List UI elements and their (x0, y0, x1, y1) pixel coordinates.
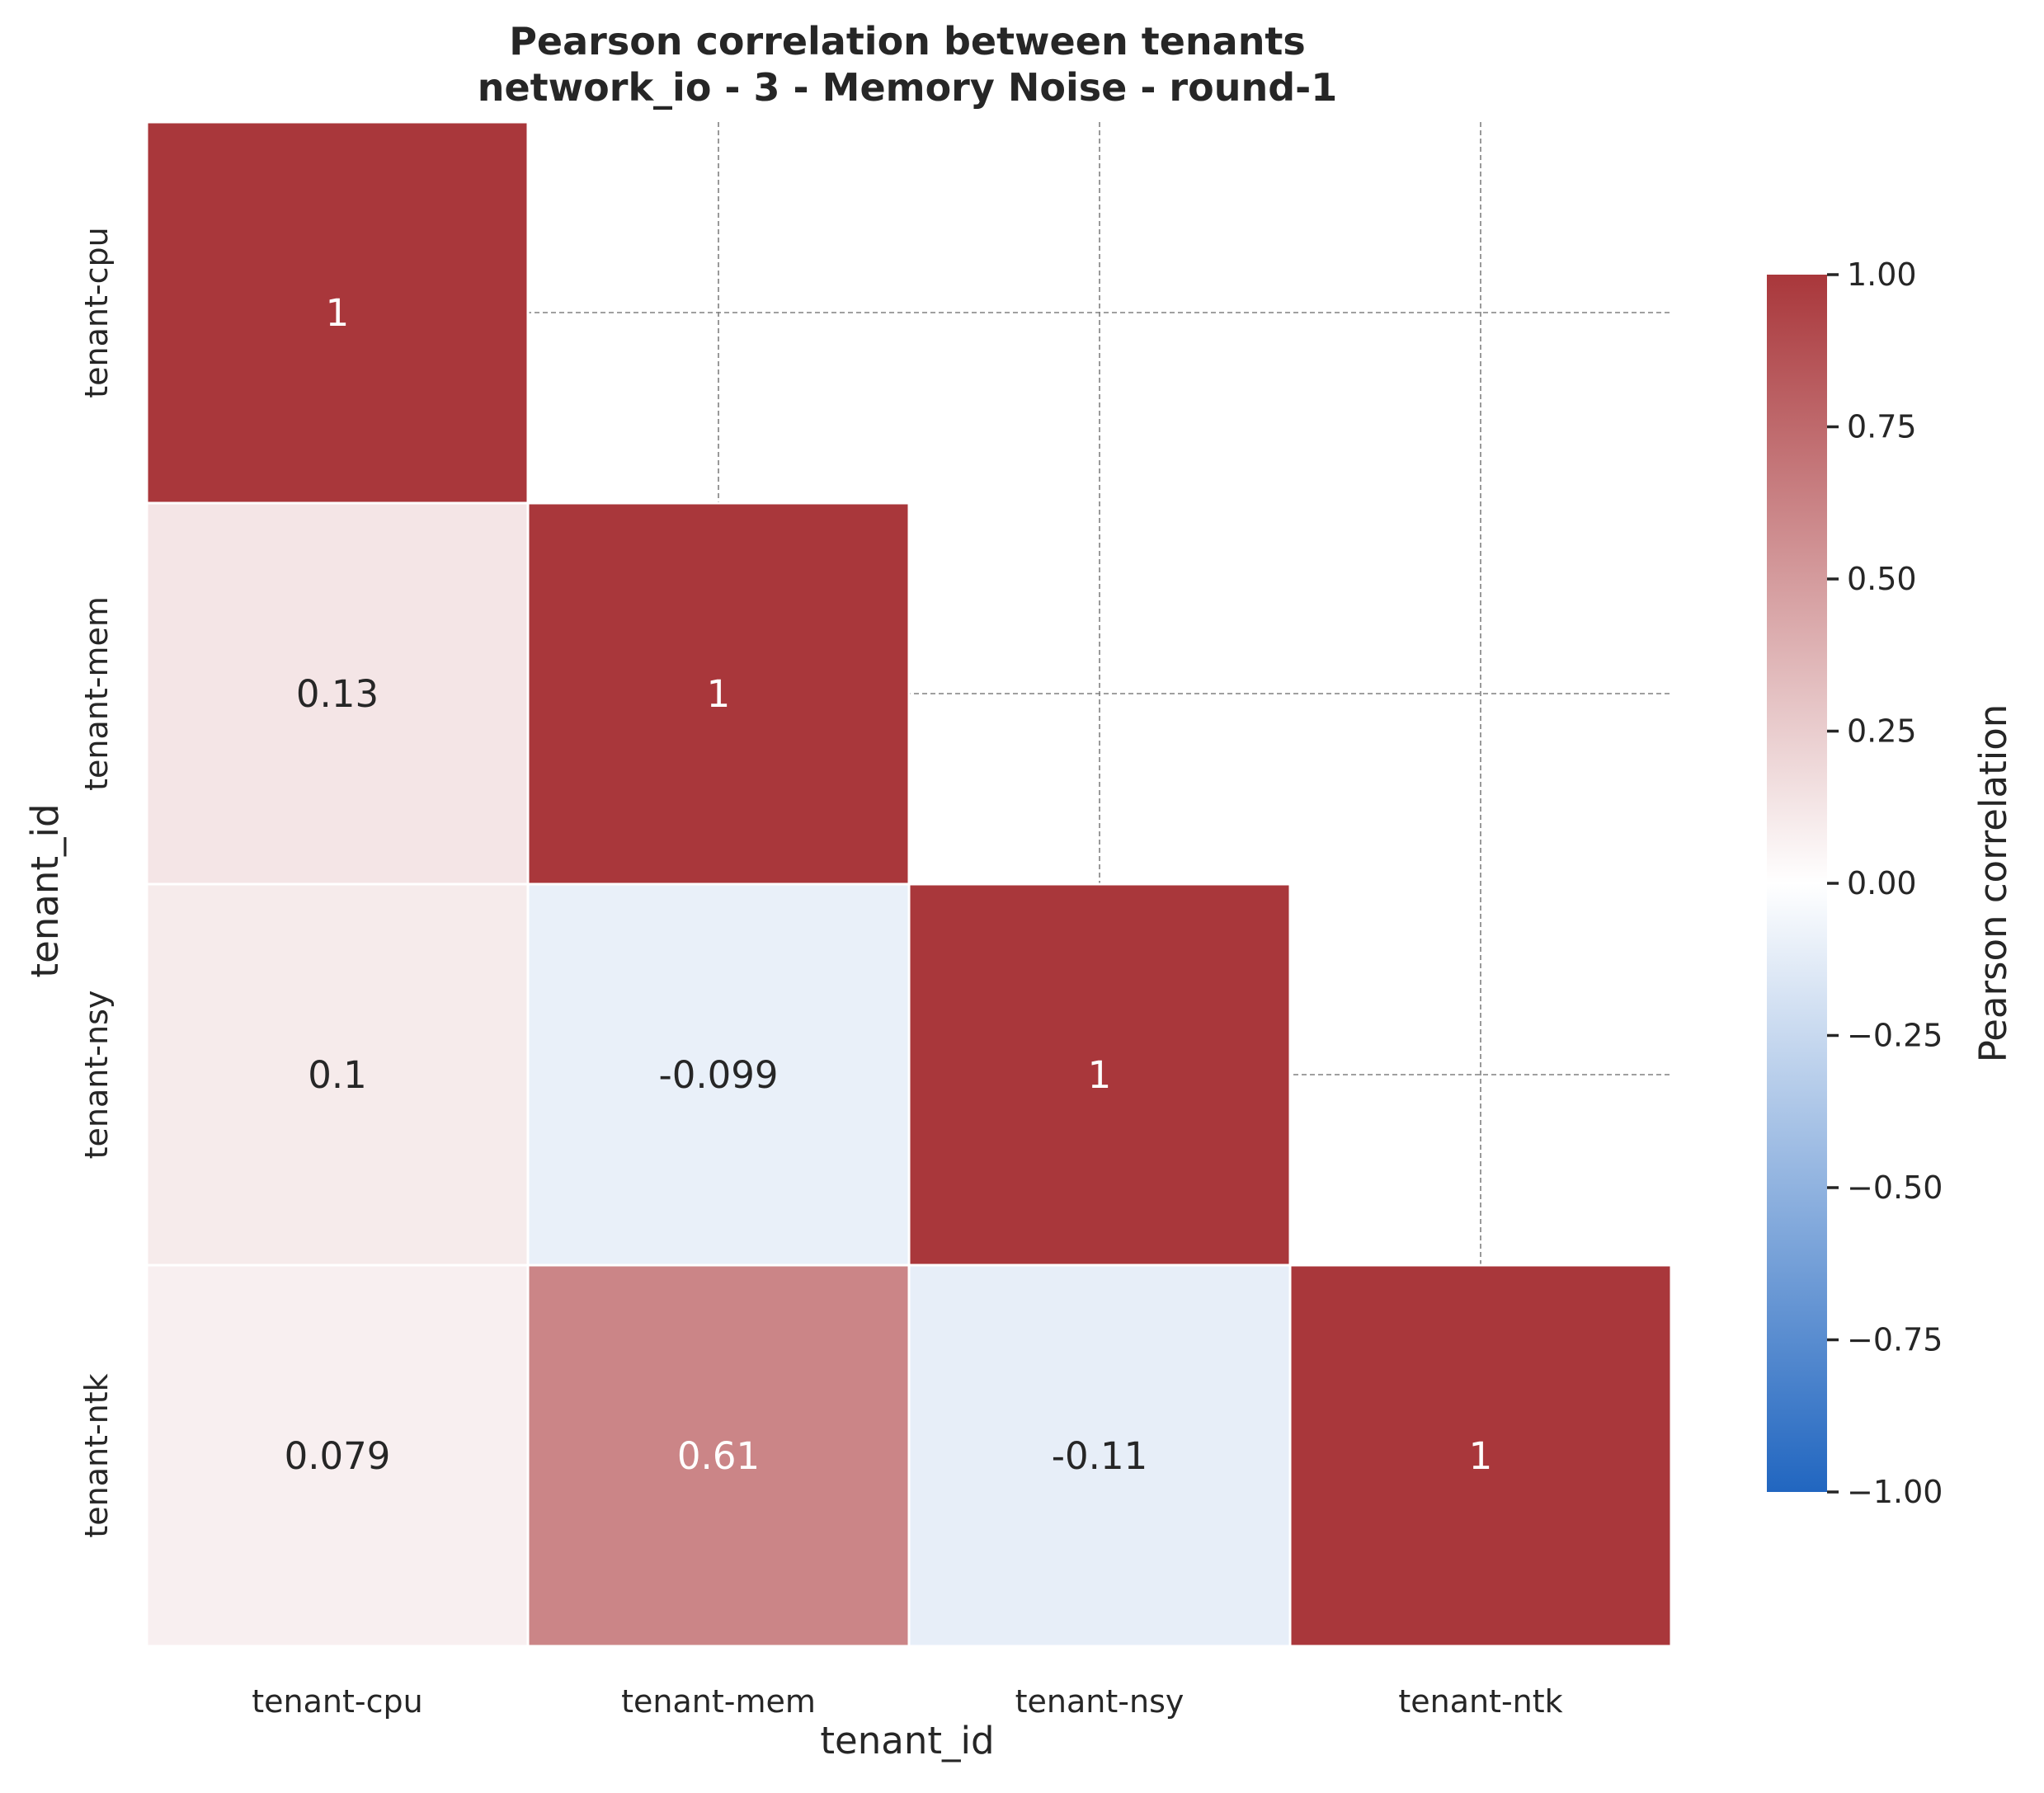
colorbar-tick-label: −0.75 (1847, 1322, 1943, 1358)
colorbar-tick-label: −0.50 (1847, 1169, 1943, 1206)
colorbar (1767, 275, 1827, 1492)
heatmap-cell (526, 1264, 911, 1648)
y-tick-label: tenant-cpu (78, 227, 115, 398)
y-tick-label: tenant-ntk (78, 1373, 115, 1537)
x-tick-label: tenant-mem (621, 1683, 816, 1720)
heatmap-cells: 1 0.13 1 0.1 -0.099 1 0.079 0.61 -0.11 1 (145, 120, 1673, 1648)
y-tick-label: tenant-nsy (78, 991, 115, 1160)
colorbar-tick-label: −0.25 (1847, 1018, 1943, 1054)
chart-title: Pearson correlation between tenants (509, 19, 1306, 64)
heatmap-cell (526, 882, 911, 1267)
cell-value-label: 0.1 (308, 1053, 367, 1097)
colorbar-tick-label: 0.75 (1847, 409, 1917, 445)
x-tick-labels: tenant-cpu tenant-mem tenant-nsy tenant-ntk (252, 1683, 1562, 1720)
chart-subtitle: network_io - 3 - Memory Noise - round-1 (478, 65, 1338, 110)
colorbar-tick-label: −1.00 (1847, 1474, 1943, 1510)
cell-value-label: 0.13 (296, 672, 379, 716)
heatmap-cell (1288, 1264, 1673, 1648)
colorbar-label: Pearson correlation (1971, 704, 2015, 1063)
heatmap-cell (145, 120, 530, 505)
cell-value-label: 1 (707, 672, 731, 716)
x-tick-label: tenant-nsy (1015, 1683, 1184, 1720)
y-axis-label: tenant_id (23, 803, 67, 977)
colorbar-ticks: 1.00 0.75 0.50 0.25 0.00 −0.25 −0.50 −0.75 −1.00 (1827, 256, 1943, 1510)
y-tick-labels: tenant-cpu tenant-mem tenant-nsy tenant-ntk (78, 227, 115, 1537)
cell-value-label: 1 (1088, 1053, 1112, 1097)
cell-value-label: 1 (326, 291, 350, 335)
x-axis-label: tenant_id (820, 1719, 994, 1762)
heatmap-cell (907, 1264, 1292, 1648)
cell-value-label: -0.099 (658, 1053, 778, 1097)
heatmap-cell (907, 882, 1292, 1267)
heatmap-cell (145, 1264, 530, 1648)
colorbar-tick-label: 1.00 (1847, 256, 1917, 293)
colorbar-tick-label: 0.25 (1847, 713, 1917, 750)
cell-value-label: 1 (1469, 1434, 1493, 1478)
colorbar-tick-label: 0.50 (1847, 561, 1917, 597)
cell-value-label: -0.11 (1052, 1434, 1147, 1478)
cell-value-label: 0.61 (677, 1434, 760, 1478)
x-tick-label: tenant-cpu (252, 1683, 422, 1720)
cell-value-label: 0.079 (285, 1434, 391, 1478)
heatmap-cell (526, 501, 911, 886)
colorbar-tick-label: 0.00 (1847, 865, 1917, 901)
y-tick-label: tenant-mem (78, 596, 115, 791)
x-tick-label: tenant-ntk (1398, 1683, 1562, 1720)
